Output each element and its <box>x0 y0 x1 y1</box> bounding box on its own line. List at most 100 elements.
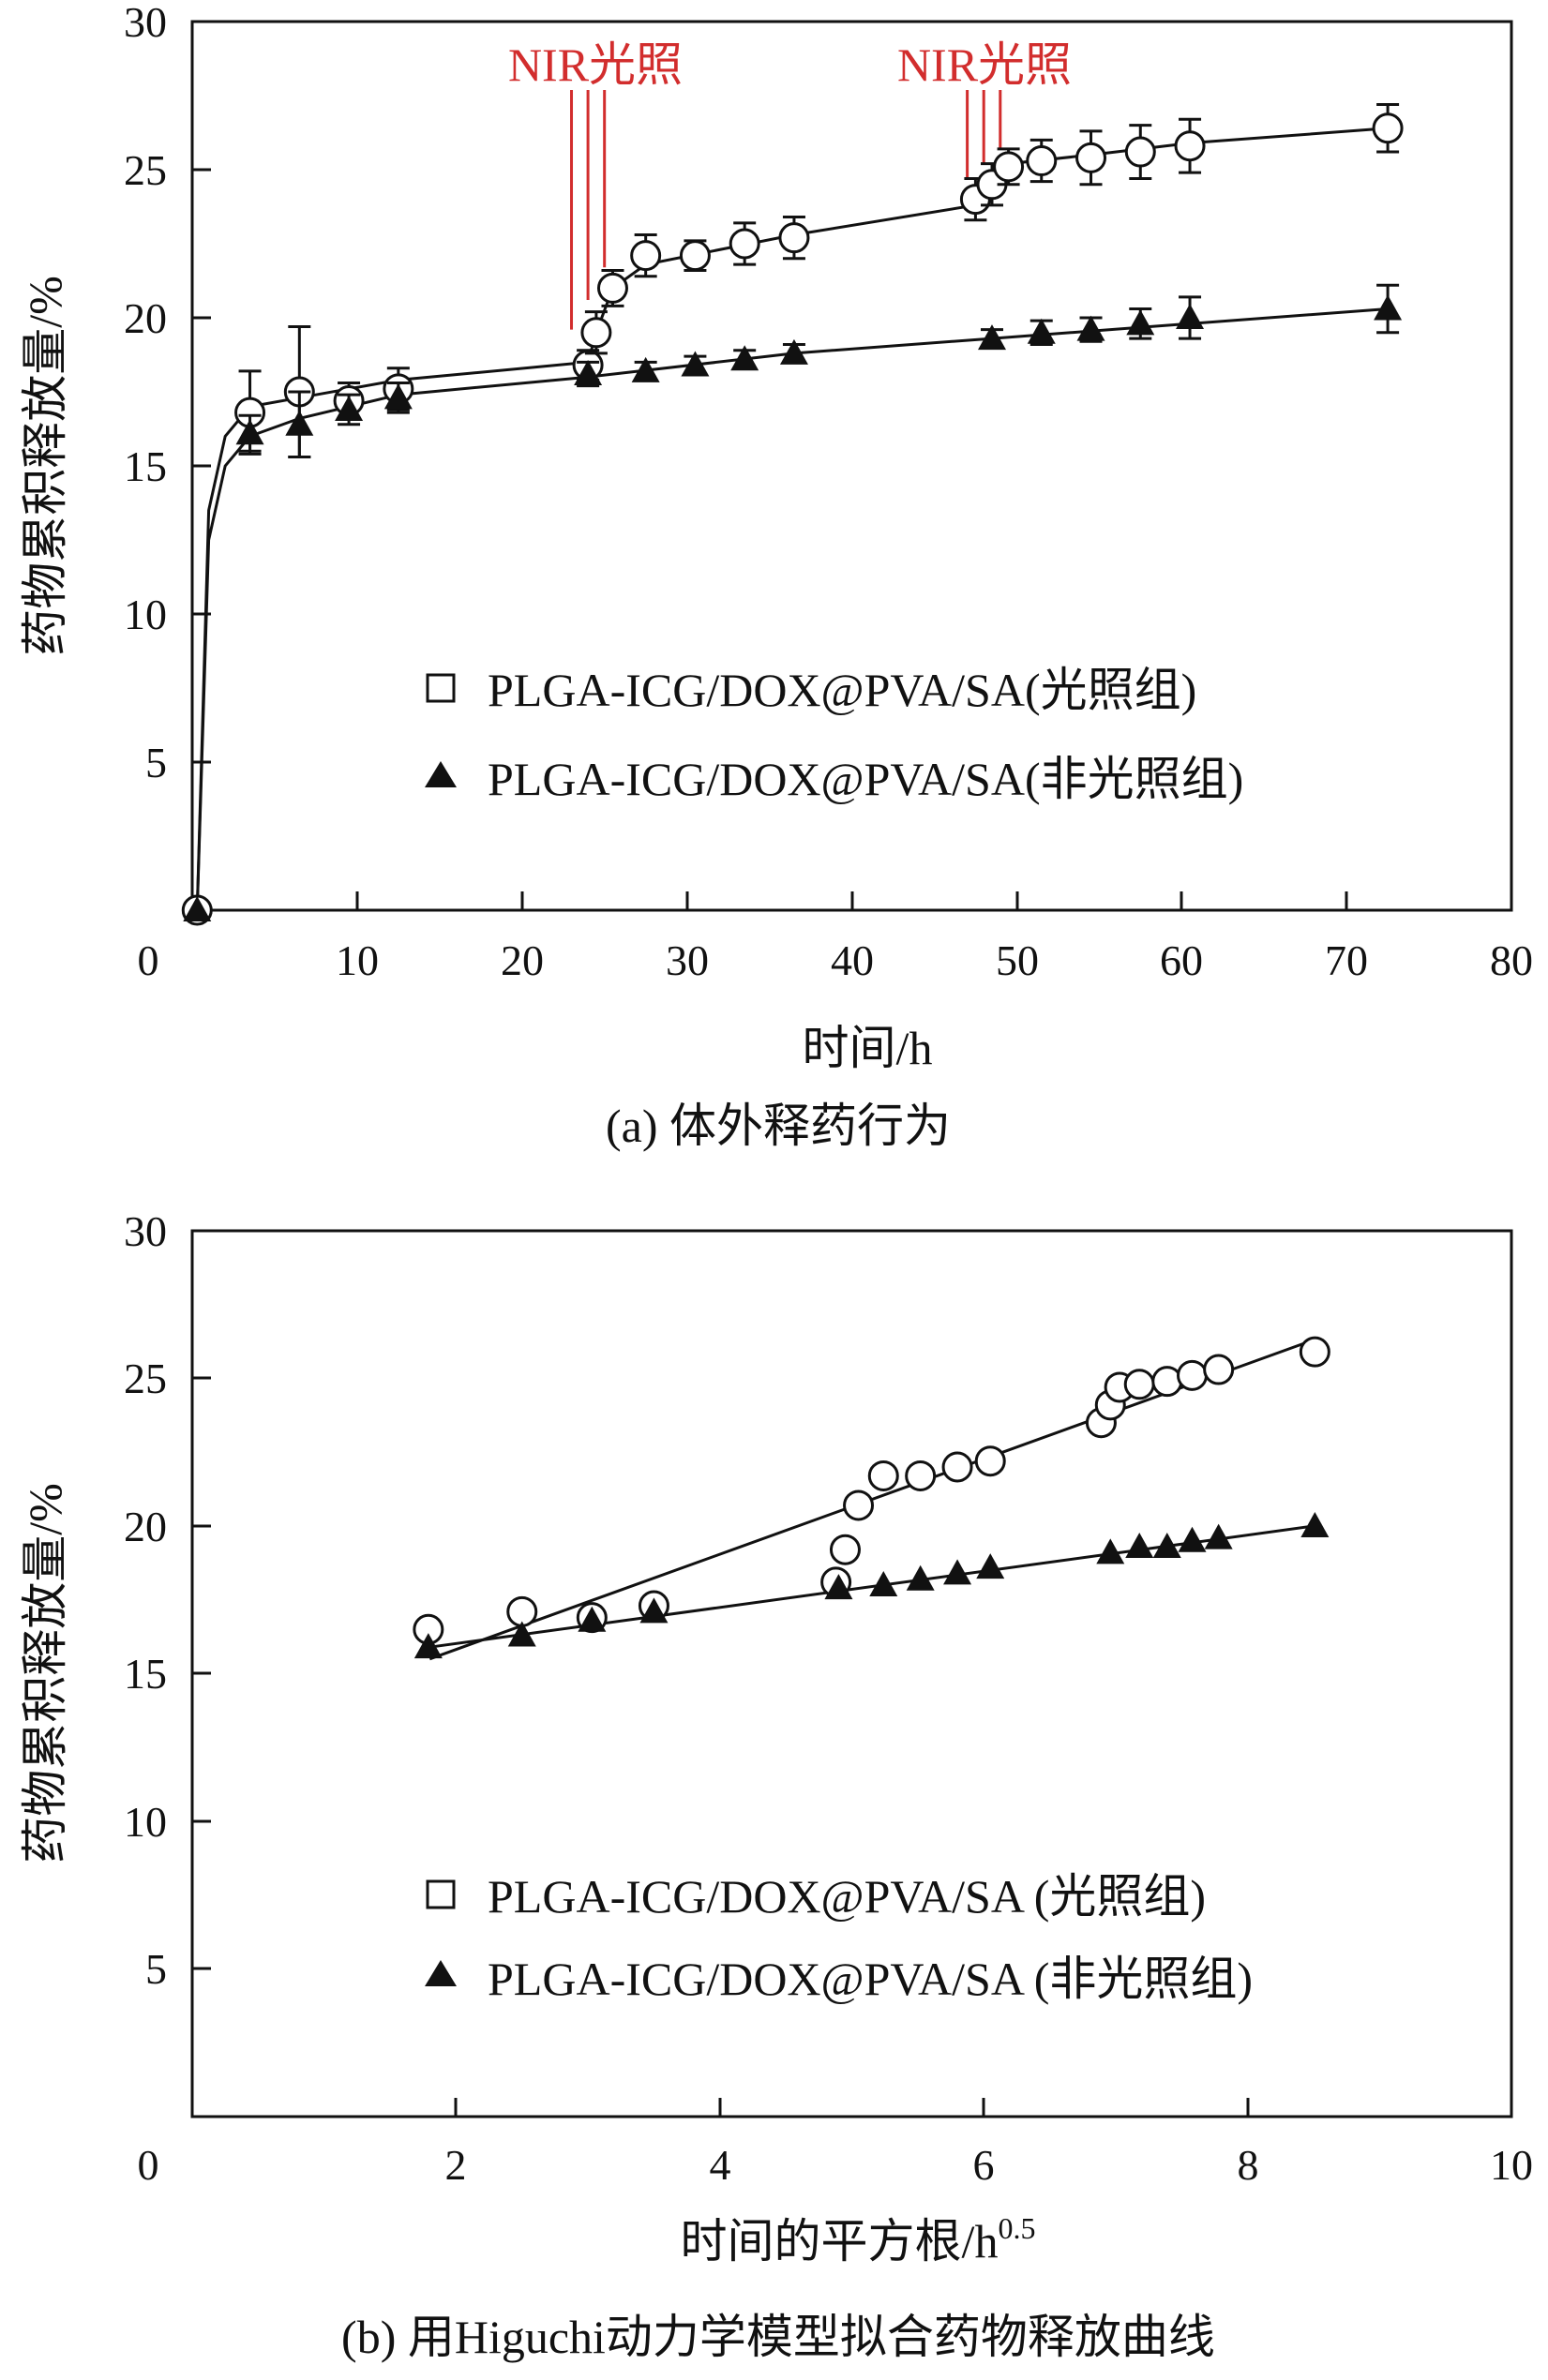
data-point-irradiated <box>1151 1366 1183 1398</box>
panel-b-legend: PLGA-ICG/DOX@PVA/SA (光照组) PLGA-ICG/DOX@P… <box>425 1870 1253 2005</box>
y-tick-label: 15 <box>124 442 167 490</box>
panel-a-x-ticks: 10 20 30 40 50 60 70 80 0 <box>138 891 1533 984</box>
panel-b-x-axis-label: 时间的平方根/h0.5 <box>681 2211 1036 2268</box>
data-point-non-irradiated <box>869 1571 898 1596</box>
data-point-non-irradiated <box>639 1597 669 1624</box>
legend-marker-circle <box>426 673 456 703</box>
y-tick: 20 <box>124 294 211 342</box>
origin-tick-label: 0 <box>138 936 159 984</box>
data-point-irradiated <box>974 1445 1006 1477</box>
y-tick: 5 <box>145 1945 211 1993</box>
origin-tick-label: 0 <box>138 2141 159 2189</box>
data-point-non-irradiated <box>906 1564 935 1591</box>
panel-b: 2 4 6 8 10 0 5 10 15 20 25 30 时间的平方根/h0.… <box>19 1207 1533 2363</box>
y-tick: 15 <box>124 1650 211 1698</box>
legend-label-non-irradiated: PLGA-ICG/DOX@PVA/SA(非光照组) <box>488 753 1243 805</box>
data-point-non-irradiated <box>1125 1533 1154 1559</box>
data-point-non-irradiated <box>578 1606 607 1632</box>
panel-b-y-ticks: 5 10 15 20 25 30 <box>124 1207 211 1993</box>
panel-a-caption: (a) 体外释药行为 <box>606 1100 951 1152</box>
x-axis-label-main: 时间的平方根/h <box>681 2215 999 2268</box>
data-point-non-irradiated <box>507 1621 536 1647</box>
data-point-irradiated <box>1174 130 1206 162</box>
y-tick: 15 <box>124 442 211 490</box>
data-point-non-irradiated <box>943 1559 972 1585</box>
legend-marker-circle <box>426 1879 456 1909</box>
x-tick: 4 <box>710 2098 731 2189</box>
y-tick-label: 5 <box>145 739 167 786</box>
data-point-irradiated <box>1026 145 1058 177</box>
y-tick: 25 <box>124 1355 211 1402</box>
data-point-irradiated <box>1075 142 1107 173</box>
data-point-irradiated <box>729 228 760 260</box>
x-tick: 20 <box>501 891 544 984</box>
x-tick: 8 <box>1238 2098 1259 2189</box>
data-point-non-irradiated <box>779 338 808 365</box>
data-point-non-irradiated <box>1076 315 1105 341</box>
panel-b-data <box>413 1336 1330 1661</box>
x-tick-label: 40 <box>831 936 874 984</box>
data-point-non-irradiated <box>183 896 212 921</box>
y-tick-label: 20 <box>124 1503 167 1550</box>
data-point-irradiated <box>905 1459 937 1491</box>
legend-marker-triangle <box>425 761 457 787</box>
data-point-irradiated <box>867 1459 899 1491</box>
x-tick: 6 <box>973 2098 995 2189</box>
data-point-non-irradiated <box>1027 318 1056 344</box>
nir-annotation-label: NIR光照 <box>897 38 1072 91</box>
panel-a-legend: PLGA-ICG/DOX@PVA/SA(光照组) PLGA-ICG/DOX@PV… <box>425 664 1243 805</box>
legend-label-irradiated: PLGA-ICG/DOX@PVA/SA(光照组) <box>488 664 1196 716</box>
x-tick-label: 10 <box>336 936 379 984</box>
y-tick-label: 10 <box>124 591 167 638</box>
x-tick-label: 8 <box>1238 2141 1259 2189</box>
x-axis-label-superscript: 0.5 <box>998 2211 1035 2245</box>
x-tick-label: 60 <box>1160 936 1203 984</box>
x-tick: 50 <box>996 891 1039 984</box>
data-point-non-irradiated <box>1300 1512 1330 1537</box>
data-point-non-irradiated <box>574 360 603 386</box>
data-point-non-irradiated <box>235 419 264 445</box>
panel-a-y-axis-label: 药物累积释放量/% <box>19 276 71 656</box>
data-point-irradiated <box>679 240 711 272</box>
y-tick-label: 25 <box>124 146 167 194</box>
data-point-non-irradiated <box>1178 1526 1207 1552</box>
legend-label-non-irradiated: PLGA-ICG/DOX@PVA/SA (非光照组) <box>488 1953 1253 2005</box>
y-tick-label: 15 <box>124 1650 167 1698</box>
x-tick-label: 30 <box>666 936 709 984</box>
data-point-non-irradiated <box>976 1553 1005 1579</box>
x-tick-label: 50 <box>996 936 1039 984</box>
data-point-non-irradiated <box>730 345 759 371</box>
data-point-irradiated <box>1123 1369 1155 1400</box>
data-point-non-irradiated <box>413 1633 443 1659</box>
x-tick: 30 <box>666 891 709 984</box>
panel-a: 10 20 30 40 50 60 70 80 0 5 10 15 20 25 … <box>19 0 1533 1152</box>
legend-marker-triangle <box>425 1960 457 1986</box>
x-tick: 2 <box>445 2098 467 2189</box>
y-tick-label: 5 <box>145 1945 167 1993</box>
y-tick: 10 <box>124 1798 211 1846</box>
x-tick-label: 80 <box>1490 936 1533 984</box>
x-tick: 60 <box>1160 891 1203 984</box>
y-tick: 20 <box>124 1503 211 1550</box>
data-point-non-irradiated <box>681 351 710 377</box>
panel-b-x-ticks: 2 4 6 8 10 0 <box>138 2098 1533 2189</box>
data-point-irradiated <box>1124 136 1156 168</box>
data-point-non-irradiated <box>335 395 364 421</box>
x-tick-label: 10 <box>1490 2141 1533 2189</box>
y-tick: 10 <box>124 591 211 638</box>
data-point-irradiated <box>993 151 1025 183</box>
fit-line-non-irradiated <box>429 1524 1315 1649</box>
panel-b-caption: (b) 用Higuchi动力学模型拟合药物释放曲线 <box>341 2311 1215 2363</box>
data-point-non-irradiated <box>1096 1538 1125 1564</box>
x-tick: 70 <box>1325 891 1368 984</box>
data-point-non-irradiated <box>631 356 660 382</box>
data-point-irradiated <box>630 240 662 272</box>
y-tick-label: 20 <box>124 294 167 342</box>
panel-a-y-ticks: 5 10 15 20 25 30 <box>124 0 211 786</box>
data-point-non-irradiated <box>285 410 314 436</box>
legend-label-irradiated: PLGA-ICG/DOX@PVA/SA (光照组) <box>488 1870 1206 1923</box>
data-point-non-irradiated <box>383 383 413 410</box>
data-point-irradiated <box>580 317 612 349</box>
y-tick-label: 25 <box>124 1355 167 1402</box>
data-point-irradiated <box>941 1451 973 1483</box>
